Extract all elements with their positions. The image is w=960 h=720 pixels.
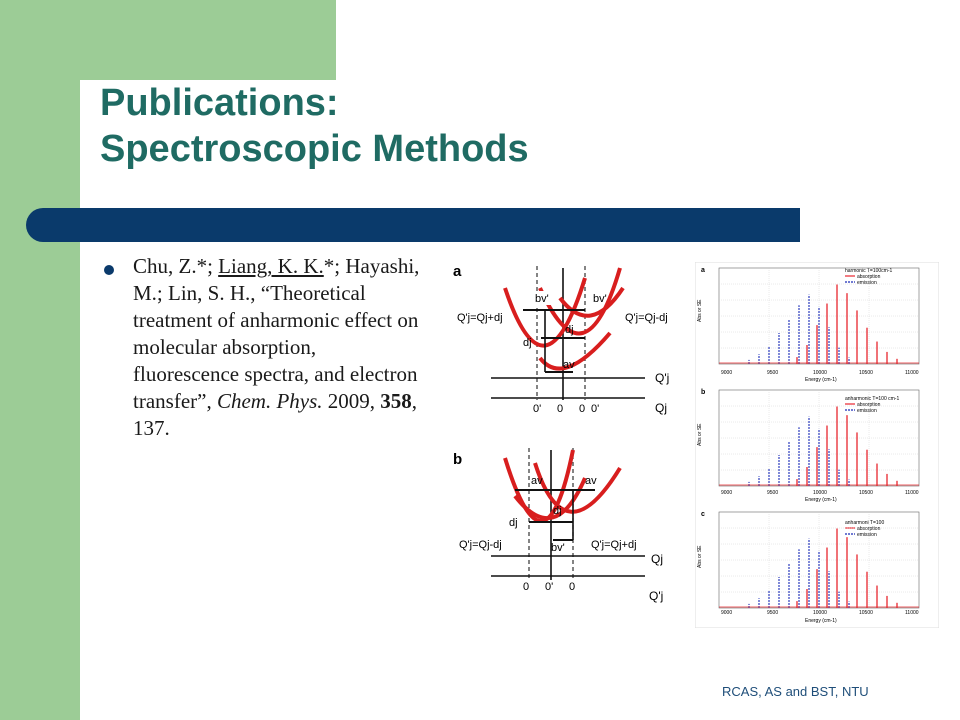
spectrum-panel-c: c Abs or SE anharmoni T=100 absorption e… (697, 511, 920, 624)
top-accent-block (0, 0, 336, 80)
spectrum-panel-a-legend-em: emission (857, 280, 877, 286)
citation-authors: Chu, Z.*; (133, 254, 219, 278)
spectrum-panel-c-legend-abs: absorption (857, 526, 881, 532)
spectrum-panel-a-ylabel: Abs or SE (697, 299, 703, 322)
spectrum-panel-b-ylabel: Abs or SE (697, 423, 703, 446)
spectrum-panel-c-legend-title: anharmoni T=100 (845, 520, 884, 526)
spectrum-panel-a-xtick-4: 11000 (905, 370, 919, 376)
a-tick-2: 0 (579, 403, 585, 415)
spectrum-panel-b-xtick-4: 11000 (905, 490, 919, 496)
spectrum-panel-b-xtick-0: 9000 (721, 490, 732, 496)
spectrum-panel-b-xlabel: Energy (cm-1) (805, 497, 837, 503)
a-bv-label-1: bv' (535, 293, 549, 305)
b-axis-q: Qj (651, 552, 663, 566)
citation-pages: , 137. (133, 389, 418, 440)
spectrum-panel-a-legend-title: harmonic T=100cm-1 (845, 268, 893, 274)
a-dj-label-2: dj (523, 337, 532, 349)
spectrum-panel-a-legend-abs: absorption (857, 274, 881, 280)
spectra-figure: a Abs or SE harmonic T=100cm-1 absorptio… (695, 262, 939, 628)
spectrum-panel-c-ylabel: Abs or SE (697, 545, 703, 568)
slide-title-line1: Publications: (100, 82, 339, 124)
citation-body: *; Hayashi, M.; Lin, S. H., “Theoretical… (133, 254, 420, 413)
panel-b-label: b (453, 451, 462, 468)
b-tick-0: 0 (523, 581, 529, 593)
bullet-icon (104, 265, 114, 275)
title-divider-bar (26, 208, 800, 242)
slide-title-line2: Spectroscopic Methods (100, 128, 529, 170)
a-axis-q-prime: Q'j (655, 371, 669, 385)
spectrum-panel-b-legend-title: anharmonic T=100 cm-1 (845, 396, 899, 402)
a-av-label: av (563, 359, 575, 371)
b-tick-2: 0 (569, 581, 575, 593)
a-dj-label-1: dj (565, 324, 574, 336)
citation-year: 2009, (322, 389, 381, 413)
spectrum-panel-a-xlabel: Energy (cm-1) (805, 377, 837, 383)
b-bv-label: bv' (551, 542, 565, 554)
citation-journal: Chem. Phys. (216, 389, 323, 413)
b-dj-label-1: dj (553, 505, 562, 517)
b-axis-q-prime: Q'j (649, 589, 663, 603)
spectrum-panel-a-xtick-0: 9000 (721, 370, 732, 376)
b-dj-label-2: dj (509, 517, 518, 529)
spectrum-panel-a-xtick-3: 10500 (859, 370, 873, 376)
potential-curves-figure: a bv' bv' Q'j=Qj+dj Q'j=Qj-dj dj dj av Q… (445, 258, 685, 612)
spectrum-panel-c-xtick-3: 10500 (859, 610, 873, 616)
spectrum-panel-b-xtick-2: 10000 (813, 490, 827, 496)
spectrum-panel-a: a Abs or SE harmonic T=100cm-1 absorptio… (697, 267, 920, 383)
a-tick-0: 0' (533, 403, 541, 415)
left-accent-bar (0, 0, 80, 720)
spectrum-panel-b: b Abs or SE anharmonic T=100 cm-1 absorp… (697, 389, 920, 503)
a-tick-3: 0' (591, 403, 599, 415)
a-tick-1: 0 (557, 403, 563, 415)
spectrum-panel-c-xtick-0: 9000 (721, 610, 732, 616)
panel-a-label: a (453, 263, 462, 280)
slide-footer: RCAS, AS and BST, NTU (722, 684, 869, 699)
citation-underlined-author: Liang, K. K. (218, 254, 324, 278)
spectrum-panel-c-xtick-4: 11000 (905, 610, 919, 616)
b-tick-1: 0' (545, 581, 553, 593)
a-axis-q: Qj (655, 401, 667, 415)
citation-volume: 358 (380, 389, 412, 413)
spectrum-panel-c-xtick-2: 10000 (813, 610, 827, 616)
slide-title: Publications: Spectroscopic Methods (100, 80, 529, 172)
spectrum-panel-a-xtick-2: 10000 (813, 370, 827, 376)
b-av-label-2: av (585, 475, 597, 487)
b-right-eq: Q'j=Qj+dj (591, 539, 637, 551)
spectrum-panel-c-letter: c (701, 511, 705, 518)
spectrum-panel-b-letter: b (701, 389, 705, 396)
spectrum-panel-b-xtick-3: 10500 (859, 490, 873, 496)
a-right-eq: Q'j=Qj-dj (625, 312, 668, 324)
spectrum-panel-c-xlabel: Energy (cm-1) (805, 618, 837, 624)
spectrum-panel-c-xtick-1: 9500 (767, 610, 778, 616)
b-av-label-1: av (531, 475, 543, 487)
spectrum-panel-a-letter: a (701, 267, 705, 274)
a-left-eq: Q'j=Qj+dj (457, 312, 503, 324)
a-bv-label-2: bv' (593, 293, 607, 305)
spectrum-panel-b-legend-abs: absorption (857, 402, 881, 408)
spectrum-panel-b-legend-em: emission (857, 408, 877, 414)
b-left-eq: Q'j=Qj-dj (459, 539, 502, 551)
citation-text: Chu, Z.*; Liang, K. K.*; Hayashi, M.; Li… (133, 253, 423, 442)
spectrum-panel-c-legend-em: emission (857, 532, 877, 538)
spectrum-panel-b-xtick-1: 9500 (767, 490, 778, 496)
spectrum-panel-a-xtick-1: 9500 (767, 370, 778, 376)
